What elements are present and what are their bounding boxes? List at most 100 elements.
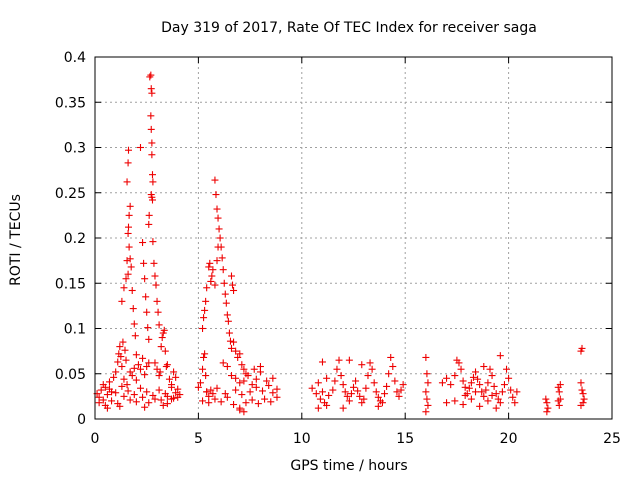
data-point-marker — [542, 395, 550, 403]
data-point-marker — [333, 365, 341, 373]
data-point-marker — [383, 382, 391, 390]
data-point-marker — [423, 370, 431, 378]
data-point-marker — [238, 391, 246, 399]
data-point-marker — [103, 391, 111, 399]
data-point-marker — [108, 397, 116, 405]
data-point-marker — [339, 404, 347, 412]
data-point-marker — [170, 368, 178, 376]
data-point-marker — [424, 401, 432, 409]
data-point-marker — [451, 372, 459, 380]
data-point-marker — [455, 359, 463, 367]
data-point-marker — [150, 259, 158, 267]
data-point-marker — [145, 359, 153, 367]
data-point-marker — [149, 391, 157, 399]
data-point-marker — [337, 372, 345, 380]
data-point-marker — [490, 382, 498, 390]
x-tick-label: 0 — [91, 431, 100, 447]
data-point-marker — [397, 386, 405, 394]
data-point-marker — [484, 397, 492, 405]
data-point-marker — [494, 395, 502, 403]
data-point-marker — [370, 379, 378, 387]
data-point-marker — [203, 284, 211, 292]
data-point-marker — [118, 363, 126, 371]
data-point-marker — [126, 255, 134, 263]
data-point-marker — [423, 395, 431, 403]
data-point-marker — [211, 281, 219, 289]
data-point-marker — [160, 326, 168, 334]
data-point-marker — [149, 238, 157, 246]
data-point-marker — [203, 388, 211, 396]
data-point-marker — [97, 386, 105, 394]
data-point-marker — [372, 388, 380, 396]
data-point-marker — [229, 281, 237, 289]
data-point-marker — [147, 71, 155, 79]
data-point-marker — [207, 386, 215, 394]
data-point-marker — [374, 402, 382, 410]
data-point-marker — [498, 388, 506, 396]
data-point-marker — [130, 364, 138, 372]
data-point-marker — [116, 343, 124, 351]
data-point-marker — [312, 390, 320, 398]
data-point-marker — [221, 290, 229, 298]
data-point-marker — [358, 399, 366, 407]
data-point-marker — [232, 347, 240, 355]
data-point-marker — [246, 388, 254, 396]
data-point-marker — [252, 383, 260, 391]
y-tick-label: 0.1 — [64, 322, 86, 338]
data-point-marker — [161, 390, 169, 398]
data-point-marker — [136, 144, 144, 151]
y-tick-label: 0.2 — [64, 231, 86, 247]
data-point-marker — [474, 375, 482, 383]
data-point-marker — [151, 272, 159, 280]
data-point-marker — [461, 383, 469, 391]
data-point-marker — [145, 211, 153, 219]
data-point-marker — [318, 358, 326, 366]
data-point-marker — [224, 317, 232, 325]
data-point-marker — [136, 365, 144, 373]
data-point-marker — [155, 386, 163, 394]
data-point-marker — [156, 368, 164, 376]
data-point-marker — [144, 324, 152, 332]
data-point-marker — [341, 388, 349, 396]
data-point-marker — [354, 387, 362, 395]
data-point-marker — [129, 305, 137, 313]
data-point-marker — [158, 334, 166, 342]
data-point-marker — [168, 383, 176, 391]
data-point-marker — [505, 374, 513, 382]
data-point-marker — [480, 363, 488, 371]
data-point-marker — [422, 353, 430, 361]
data-point-marker — [318, 388, 326, 396]
data-point-marker — [163, 361, 171, 369]
data-point-marker — [476, 381, 484, 389]
data-point-marker — [469, 373, 477, 381]
data-point-marker — [492, 404, 500, 412]
data-point-marker — [110, 373, 118, 381]
data-point-marker — [579, 390, 587, 398]
data-point-marker — [161, 347, 169, 355]
data-point-marker — [149, 178, 157, 186]
data-point-marker — [207, 277, 215, 285]
data-point-marker — [240, 365, 248, 373]
data-point-marker — [422, 408, 430, 416]
data-point-marker — [467, 379, 475, 387]
data-point-marker — [555, 401, 563, 409]
data-point-marker — [147, 85, 155, 93]
data-point-marker — [261, 395, 269, 403]
x-tick-label: 25 — [603, 431, 621, 447]
data-point-marker — [577, 401, 585, 409]
data-point-marker — [329, 386, 337, 394]
data-point-marker — [230, 338, 238, 346]
data-point-marker — [213, 384, 221, 392]
data-point-marker — [500, 381, 508, 389]
data-point-marker — [507, 386, 515, 394]
data-point-marker — [201, 306, 209, 314]
data-point-marker — [226, 337, 234, 345]
data-point-marker — [465, 384, 473, 392]
data-point-marker — [343, 392, 351, 400]
data-point-marker — [125, 223, 133, 231]
data-point-marker — [472, 388, 480, 396]
data-point-marker — [543, 408, 551, 416]
data-point-marker — [240, 408, 248, 416]
data-point-marker — [308, 384, 316, 392]
data-point-marker — [196, 379, 204, 387]
